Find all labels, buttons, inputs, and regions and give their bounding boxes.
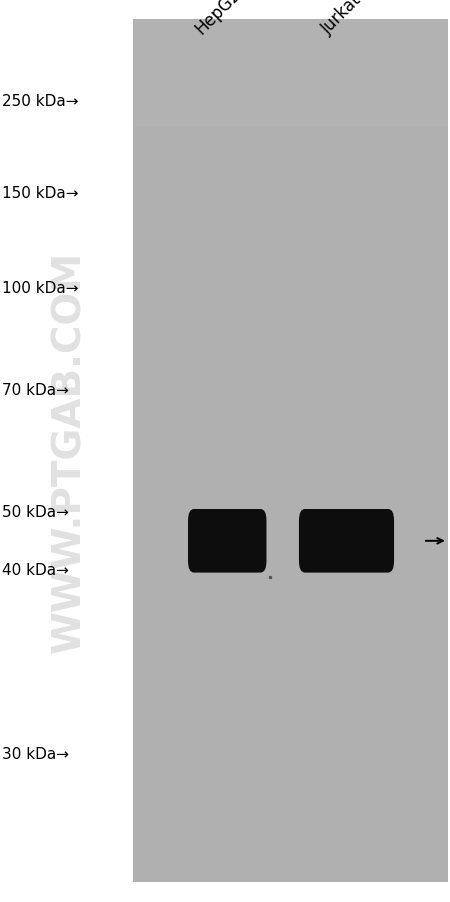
FancyBboxPatch shape <box>299 510 394 573</box>
Text: Jurkat: Jurkat <box>318 0 365 38</box>
Text: WWW.PTGAB.COM: WWW.PTGAB.COM <box>51 250 89 652</box>
Text: 100 kDa→: 100 kDa→ <box>2 281 79 296</box>
Text: 40 kDa→: 40 kDa→ <box>2 563 69 577</box>
FancyBboxPatch shape <box>188 510 266 573</box>
Text: 30 kDa→: 30 kDa→ <box>2 746 69 760</box>
Text: 70 kDa→: 70 kDa→ <box>2 382 69 397</box>
Text: 50 kDa→: 50 kDa→ <box>2 505 69 520</box>
Bar <box>133 20 448 128</box>
Bar <box>133 20 448 882</box>
Text: 250 kDa→: 250 kDa→ <box>2 94 79 108</box>
Text: HepG2: HepG2 <box>192 0 245 38</box>
Text: 150 kDa→: 150 kDa→ <box>2 186 79 200</box>
